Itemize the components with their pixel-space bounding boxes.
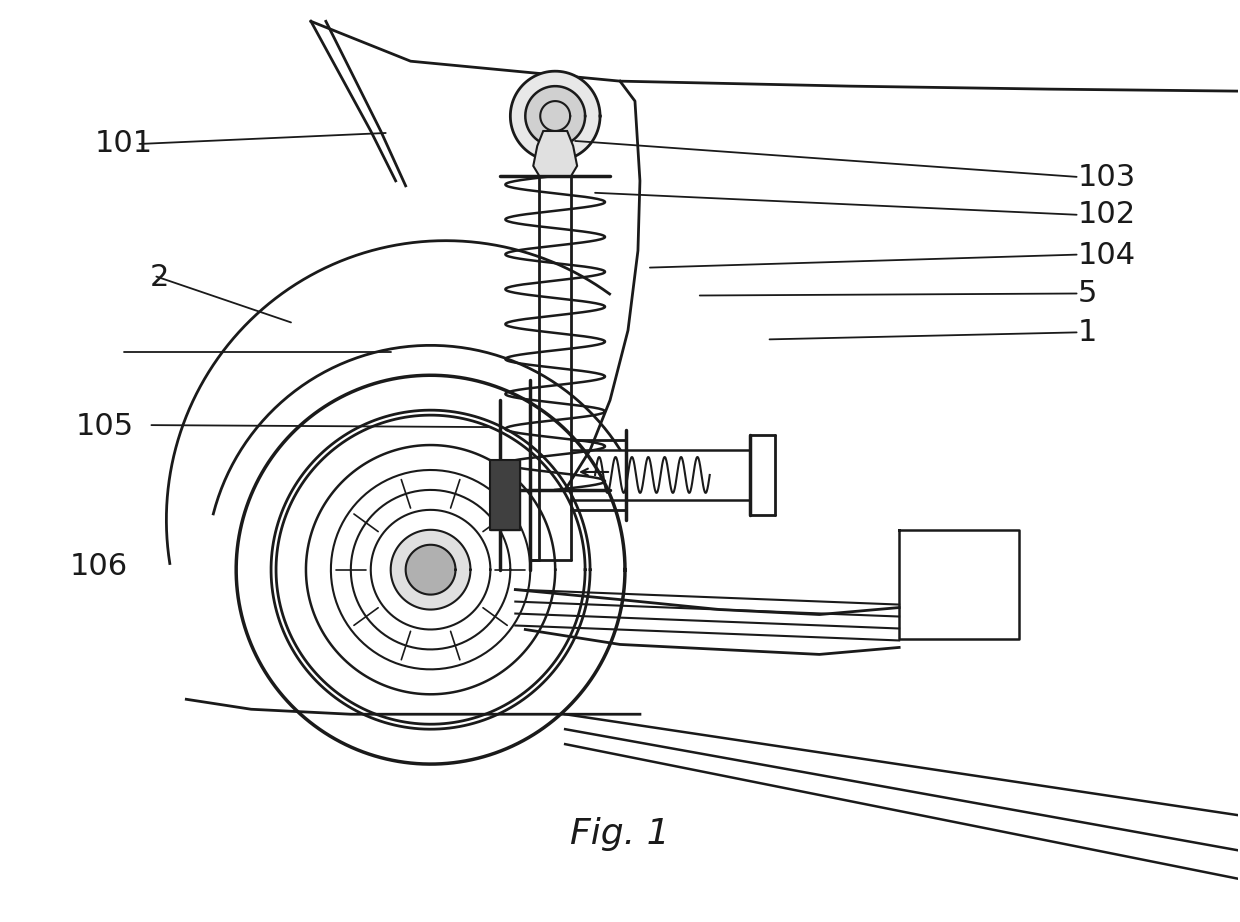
Polygon shape [526,86,585,146]
Text: 106: 106 [69,552,128,581]
Polygon shape [391,530,470,609]
Text: 101: 101 [94,129,153,159]
Polygon shape [405,545,455,595]
Polygon shape [511,71,600,161]
Text: 2: 2 [150,263,170,291]
Text: 1: 1 [1078,318,1097,347]
Polygon shape [490,460,521,530]
Text: 104: 104 [1078,241,1136,269]
Text: 102: 102 [1078,200,1136,230]
Text: 5: 5 [1078,279,1097,308]
Text: 105: 105 [76,411,134,441]
Polygon shape [533,131,577,176]
Text: Fig. 1: Fig. 1 [570,817,670,851]
Text: 103: 103 [1078,163,1136,193]
